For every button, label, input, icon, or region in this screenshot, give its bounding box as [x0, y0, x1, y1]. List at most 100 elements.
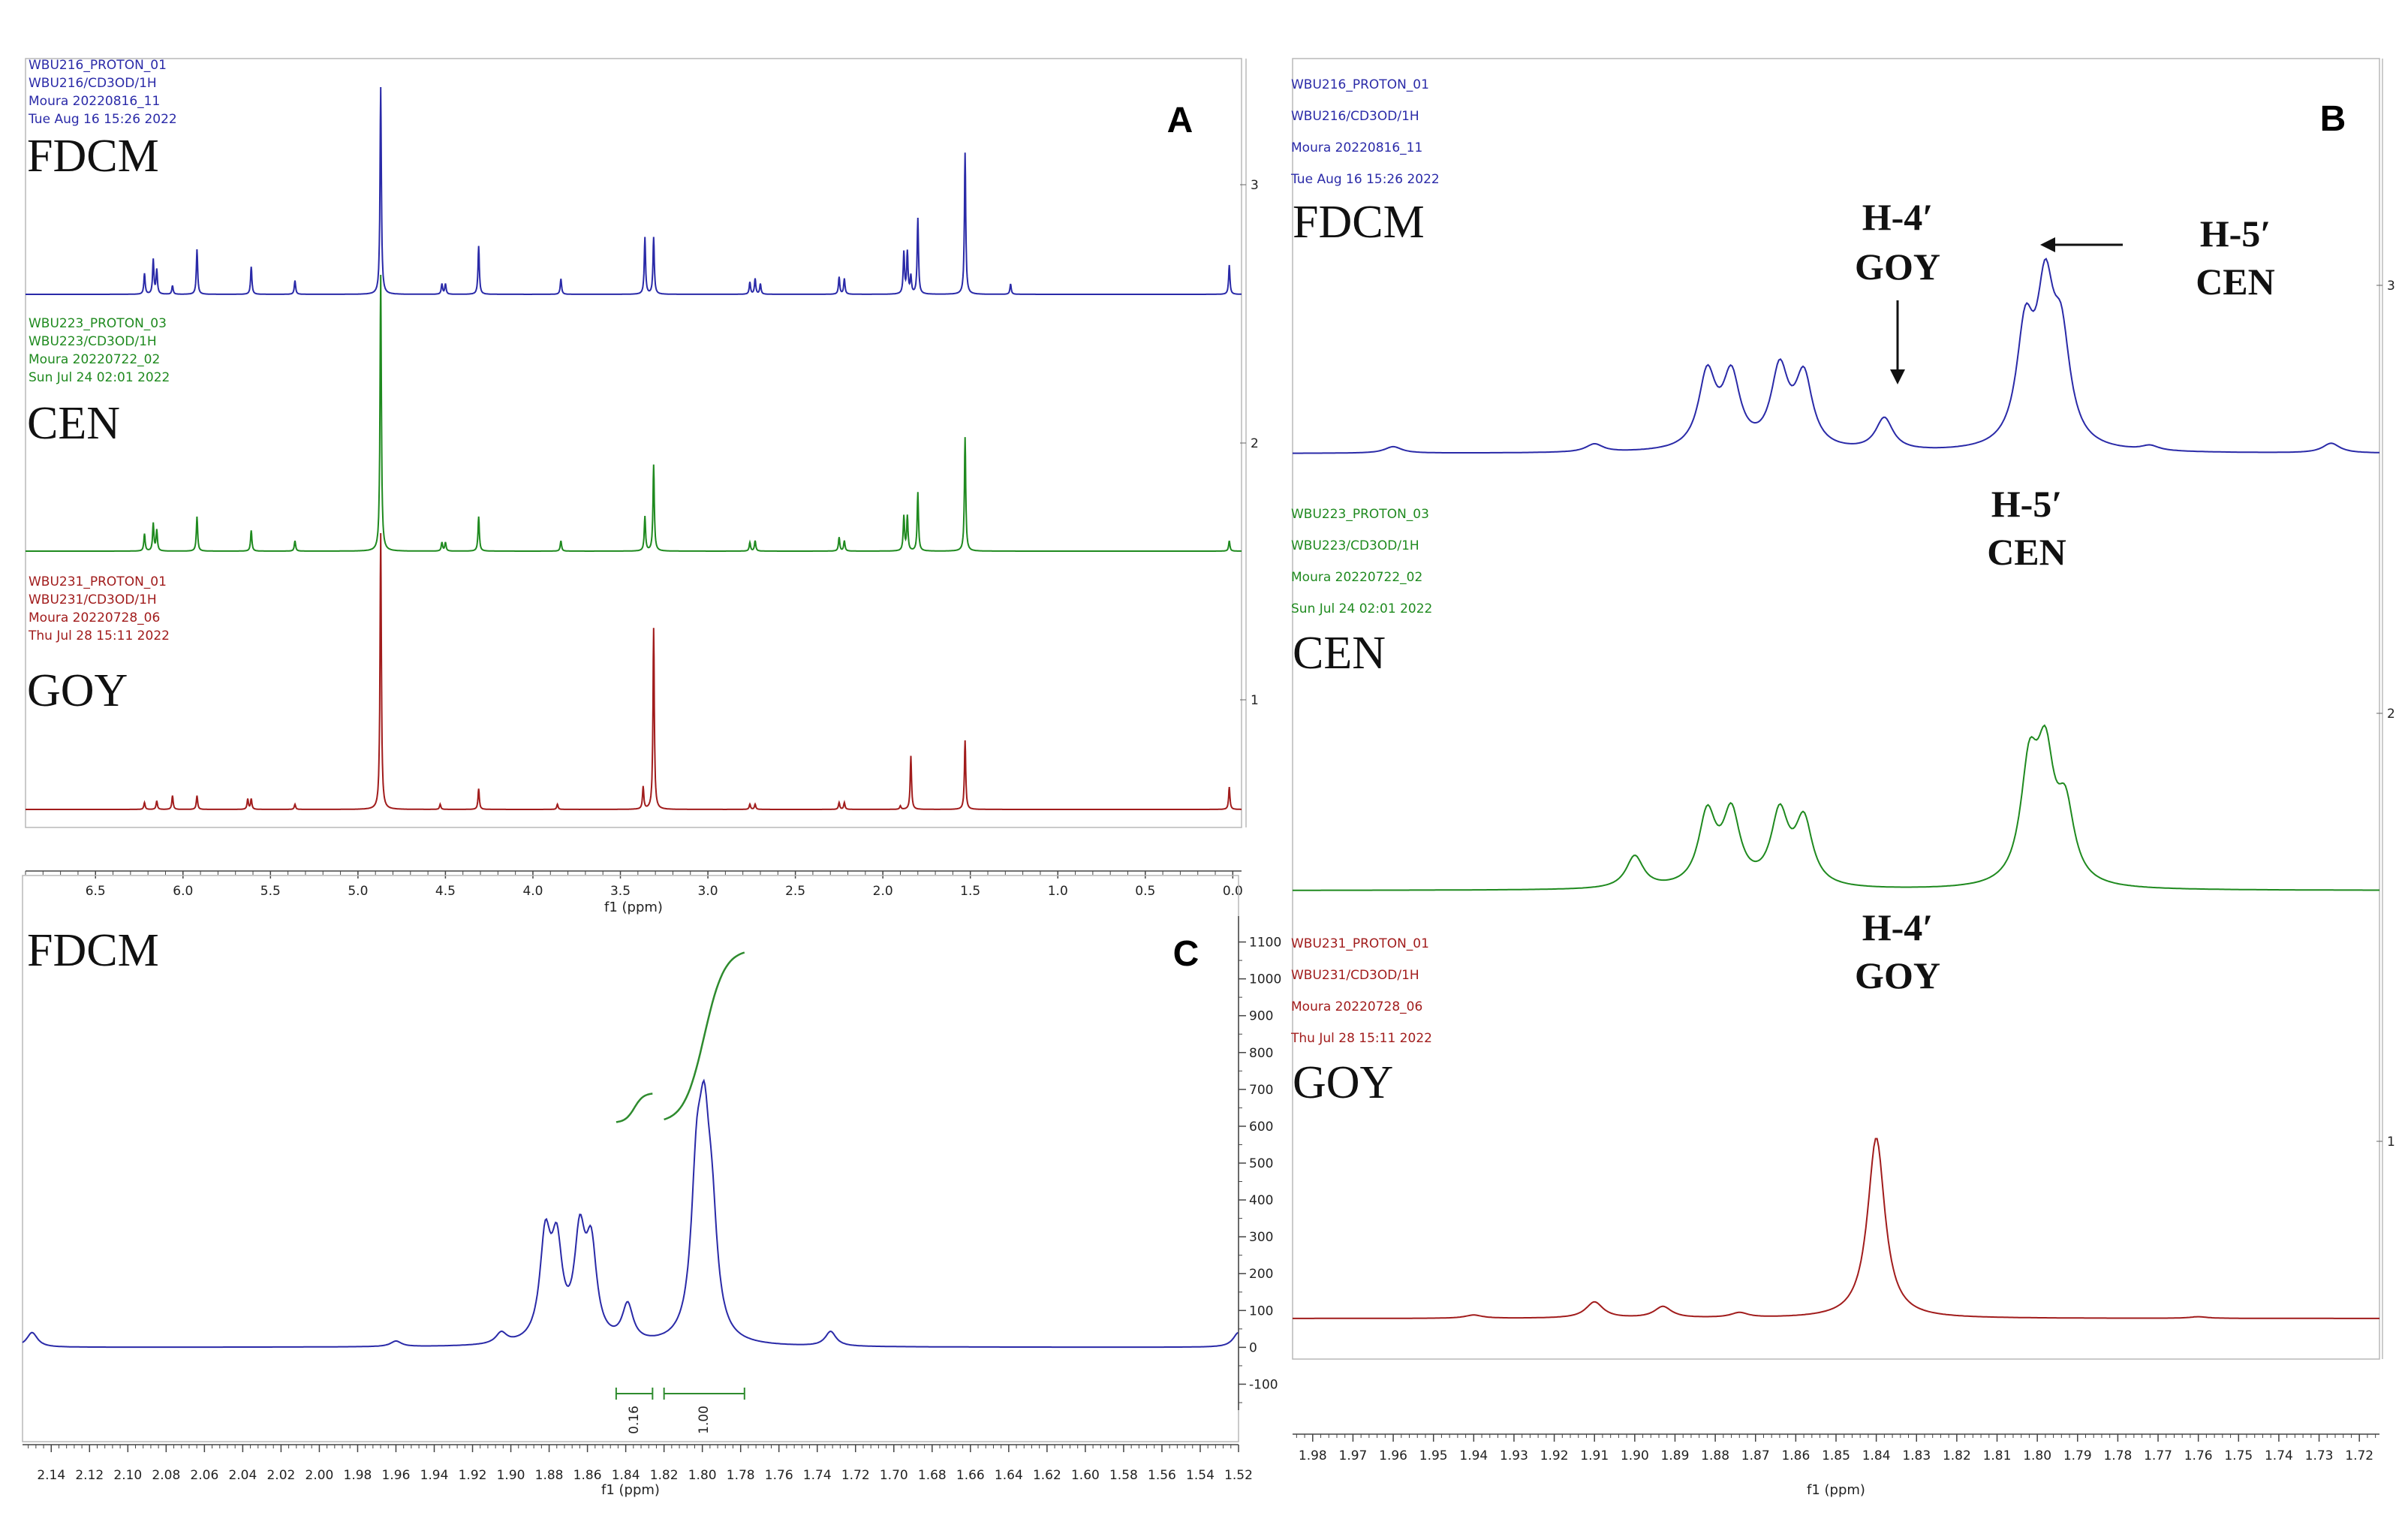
- x-tick-label: 1.89: [1661, 1448, 1690, 1463]
- x-tick-label: 2.14: [37, 1468, 65, 1483]
- x-tick-label: 1.84: [1862, 1448, 1891, 1463]
- series-line-fdcm: [22, 1078, 1239, 1349]
- y-tick-label: 3: [1251, 178, 1259, 193]
- meta-line: Moura 20220722_02: [29, 352, 160, 367]
- x-tick-label: 1.73: [2305, 1448, 2334, 1463]
- x-tick-label: 1.91: [1580, 1448, 1609, 1463]
- y-tick-label: -100: [1249, 1377, 1278, 1392]
- panel-a-x-axis: 6.5 6.0 5.5 5.0 4.5 4.0 3.5 3.0 2.5 2.0 1.5 1.0 0.5 0…: [25, 870, 1243, 915]
- meta-line: WBU223_PROTON_03: [29, 316, 167, 331]
- x-tick-label: 1.88: [1701, 1448, 1729, 1463]
- x-tick-label: 1.97: [1339, 1448, 1368, 1463]
- x-tick-label: 2.00: [306, 1468, 334, 1483]
- annot-b-fdcm-goy: GOY: [1855, 246, 1940, 288]
- panel-b-frame: [1292, 58, 2380, 1360]
- panel-b-goy-label: GOY: [1293, 1057, 1393, 1108]
- annot-b-cen-cen: CEN: [1987, 531, 2066, 573]
- arrowhead-icon: [1890, 369, 1905, 384]
- panel-c-frame: [22, 875, 1239, 1442]
- x-tick-label: 1.96: [382, 1468, 411, 1483]
- integral-value: 0.16: [627, 1406, 642, 1434]
- panel-c-integrals: 0.16 1.00: [615, 951, 745, 1434]
- x-tick-label: 1.94: [420, 1468, 449, 1483]
- y-tick-label: 200: [1249, 1267, 1273, 1282]
- meta-line: Sun Jul 24 02:01 2022: [1291, 601, 1432, 616]
- meta-line: WBU231_PROTON_01: [1291, 936, 1429, 951]
- panel-c-x-axis: 2.14 2.12 2.10 2.08 2.06 2.04 2.02 2.00 1.98 1.96…: [23, 1444, 1253, 1498]
- x-tick-label: 1.90: [1621, 1448, 1649, 1463]
- x-tick-label: 2.12: [75, 1468, 104, 1483]
- x-tick-label: 1.80: [688, 1468, 717, 1483]
- x-tick-label: 1.86: [1781, 1448, 1810, 1463]
- panel-b-letter: B: [2320, 99, 2346, 139]
- x-tick-label: 3.0: [698, 884, 718, 899]
- x-tick-label: 1.72: [841, 1468, 870, 1483]
- panel-a-frame: [25, 58, 1242, 828]
- y-tick-label: 1: [1251, 693, 1259, 708]
- x-tick-label: 2.5: [785, 884, 805, 899]
- panel-c-fdcm-label: FDCM: [27, 925, 159, 976]
- x-tick-label: 1.56: [1148, 1468, 1176, 1483]
- panel-c: 0.16 1.00 2.14 2.12 2.10 2.08 2.06 2.04 2.02 2.0…: [22, 875, 1281, 1498]
- y-tick-label: 2: [1251, 436, 1259, 451]
- x-tick-label: 1.85: [1822, 1448, 1850, 1463]
- y-tick-label: 3: [2387, 279, 2395, 294]
- y-tick-label: 100: [1249, 1304, 1273, 1319]
- integral-value: 1.00: [697, 1406, 712, 1434]
- series-line-cen: [26, 274, 1242, 552]
- y-tick-label: 900: [1249, 1009, 1273, 1024]
- x-tick-label: 1.82: [1943, 1448, 1971, 1463]
- meta-line: WBU216_PROTON_01: [1291, 77, 1429, 92]
- x-axis-label: f1 (ppm): [601, 1482, 660, 1498]
- meta-line: Sun Jul 24 02:01 2022: [29, 370, 170, 385]
- integral-curve: [616, 1093, 653, 1123]
- y-tick-label: 2: [2387, 707, 2395, 722]
- x-tick-label: 1.81: [1983, 1448, 2012, 1463]
- x-tick-label: 1.76: [765, 1468, 793, 1483]
- meta-line: Moura 20220722_02: [1291, 570, 1422, 585]
- x-tick-label: 1.92: [1540, 1448, 1569, 1463]
- x-tick-label: 1.98: [1299, 1448, 1327, 1463]
- x-tick-label: 5.5: [260, 884, 281, 899]
- panel-b-y-axis: 3 2 1: [2376, 59, 2395, 1359]
- x-tick-label: 1.87: [1741, 1448, 1770, 1463]
- x-tick-label: 1.90: [497, 1468, 525, 1483]
- meta-line: Moura 20220728_06: [29, 610, 160, 625]
- panel-a-fdcm-label: FDCM: [27, 131, 159, 182]
- x-tick-label: 1.58: [1109, 1468, 1138, 1483]
- panel-b-fdcm-meta: WBU216_PROTON_01 WBU216/CD3OD/1H Moura 2…: [1290, 77, 1440, 187]
- meta-line: WBU223_PROTON_03: [1291, 507, 1429, 522]
- meta-line: Moura 20220728_06: [1291, 999, 1422, 1014]
- series-line-goy: [26, 532, 1242, 810]
- meta-line: WBU223/CD3OD/1H: [1291, 538, 1419, 553]
- meta-line: Tue Aug 16 15:26 2022: [1290, 172, 1440, 187]
- x-tick-label: 1.70: [880, 1468, 908, 1483]
- x-tick-label: 1.0: [1048, 884, 1068, 899]
- x-tick-label: 1.92: [459, 1468, 487, 1483]
- x-tick-label: 1.83: [1902, 1448, 1931, 1463]
- x-tick-label: 1.94: [1459, 1448, 1488, 1463]
- panel-b: 1.98 1.97 1.96 1.95 1.94 1.93 1.92 1.91 1.90 1.89…: [1290, 58, 2395, 1498]
- x-tick-label: 1.95: [1419, 1448, 1448, 1463]
- panel-a-fdcm-meta: WBU216_PROTON_01 WBU216/CD3OD/1H Moura 2…: [28, 58, 177, 127]
- x-tick-label: 1.80: [2023, 1448, 2051, 1463]
- x-tick-label: 0.5: [1135, 884, 1155, 899]
- meta-line: WBU231/CD3OD/1H: [29, 592, 157, 607]
- y-tick-label: 300: [1249, 1230, 1273, 1245]
- x-tick-label: 6.5: [86, 884, 106, 899]
- panel-b-spectra: [1293, 258, 2379, 1319]
- panel-b-goy-meta: WBU231_PROTON_01 WBU231/CD3OD/1H Moura 2…: [1290, 936, 1432, 1046]
- x-tick-label: 1.82: [650, 1468, 679, 1483]
- y-tick-label: 1000: [1249, 972, 1281, 987]
- y-tick-label: 600: [1249, 1120, 1273, 1135]
- annot-b-goy-goy: GOY: [1855, 954, 1940, 996]
- x-tick-label: 1.72: [2345, 1448, 2373, 1463]
- x-tick-label: 1.54: [1186, 1468, 1215, 1483]
- x-tick-label: 1.66: [956, 1468, 985, 1483]
- meta-line: WBU223/CD3OD/1H: [29, 334, 157, 349]
- panel-b-fdcm-label: FDCM: [1293, 197, 1425, 248]
- panel-b-cen-meta: WBU223_PROTON_03 WBU223/CD3OD/1H Moura 2…: [1291, 507, 1432, 616]
- x-tick-label: 5.0: [348, 884, 368, 899]
- x-tick-label: 1.96: [1379, 1448, 1407, 1463]
